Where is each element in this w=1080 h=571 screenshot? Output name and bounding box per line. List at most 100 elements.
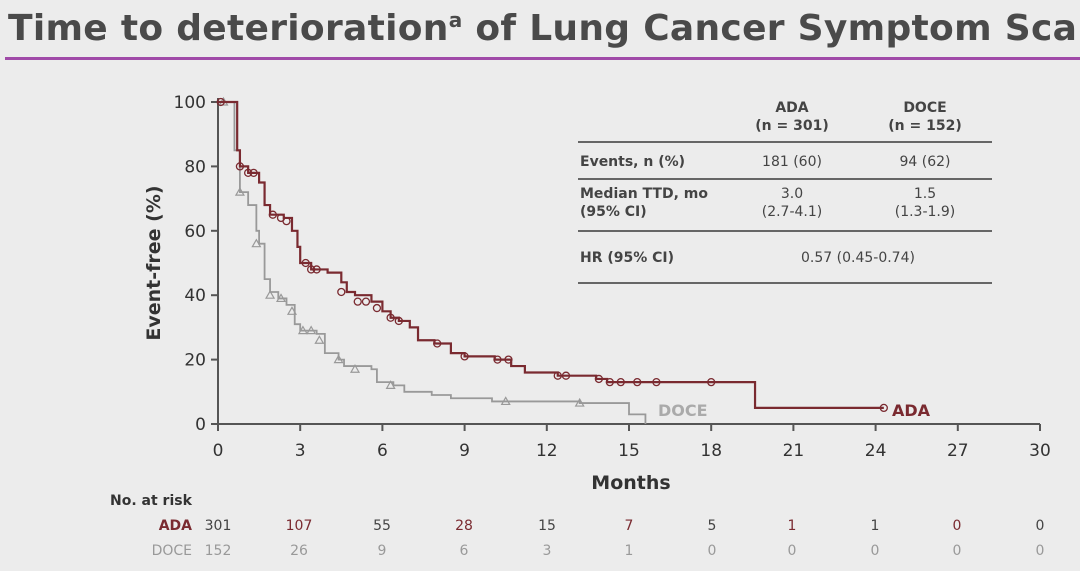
at-risk-ada-value: 0 <box>1036 518 1045 534</box>
x-tick-label: 24 <box>865 441 887 461</box>
censor-mark-ada <box>561 371 571 380</box>
table-cell-doce: 94 (62) <box>899 154 950 170</box>
censor-mark-doce <box>234 186 245 196</box>
censor-mark-ada <box>353 297 362 306</box>
censor-mark-ada <box>652 377 661 387</box>
table-row-label: HR (95% CI) <box>580 250 674 266</box>
at-risk-doce-value: 0 <box>953 543 962 559</box>
censor-mark-ada <box>307 265 316 274</box>
at-risk-ada-value: 301 <box>205 518 232 534</box>
at-risk-label-doce: DOCE <box>152 543 192 559</box>
censor-mark-ada <box>282 216 291 226</box>
censor-mark-doce <box>275 293 287 303</box>
x-axis-title: Months <box>591 472 670 494</box>
censor-mark-ada <box>372 303 382 313</box>
table-cell-doce: (1.3-1.9) <box>895 204 956 220</box>
at-risk-ada-value: 7 <box>625 518 634 534</box>
x-tick-label: 18 <box>700 441 722 461</box>
censor-mark-doce <box>265 289 276 299</box>
x-tick-label: 3 <box>295 441 306 461</box>
y-tick-label: 20 <box>184 351 206 371</box>
censor-mark-ada <box>460 352 469 361</box>
censor-mark-doce <box>385 380 396 389</box>
x-tick-label: 12 <box>536 441 558 461</box>
x-tick-label: 0 <box>213 441 224 461</box>
censor-mark-ada <box>594 374 604 384</box>
censor-mark-ada <box>707 377 716 387</box>
table-header-n: (n = 301) <box>755 118 828 134</box>
table-row-label: Events, n (%) <box>580 154 685 170</box>
title-rest: of Lung Cancer Symptom Scale <box>462 8 1080 49</box>
censor-mark-ada <box>216 97 225 107</box>
title-superscript: a <box>448 8 463 32</box>
censor-mark-ada <box>337 287 346 297</box>
table-hr-value: 0.57 (0.45-0.74) <box>801 250 915 266</box>
end-label-ada: ADA <box>892 401 931 420</box>
censor-mark-ada <box>553 371 562 380</box>
censor-mark-ada <box>301 258 310 268</box>
censor-mark-doce <box>574 397 585 407</box>
censor-mark-doce <box>297 325 308 335</box>
censor-mark-ada <box>249 168 258 177</box>
censor-mark-ada <box>633 377 642 387</box>
table-header-ada: ADA <box>775 100 808 116</box>
at-risk-title: No. at risk <box>110 493 193 509</box>
censor-mark-ada <box>493 355 502 364</box>
censor-mark-ada <box>616 377 625 387</box>
censor-mark-doce <box>314 335 325 344</box>
censor-mark-ada <box>386 313 395 322</box>
table-cell-doce: 1.5 <box>914 186 936 202</box>
at-risk-ada-value: 55 <box>373 518 391 534</box>
table-cell-ada: 3.0 <box>781 186 803 202</box>
y-tick-label: 0 <box>195 415 206 435</box>
table-row-label: (95% CI) <box>580 204 647 220</box>
censor-mark-doce <box>349 364 361 373</box>
title-divider <box>5 57 1080 60</box>
censor-mark-doce <box>500 396 511 406</box>
title-main: Time to deterioration <box>8 8 449 49</box>
at-risk-ada-value: 107 <box>286 518 313 534</box>
at-risk-doce-value: 0 <box>708 543 717 559</box>
at-risk-ada-value: 1 <box>871 518 880 534</box>
x-tick-label: 27 <box>947 441 969 461</box>
at-risk-label-ada: ADA <box>159 518 192 534</box>
censor-mark-doce <box>306 325 317 335</box>
at-risk-doce-value: 152 <box>205 543 232 559</box>
y-tick-label: 40 <box>184 286 206 306</box>
at-risk-ada-value: 28 <box>455 518 473 534</box>
censor-mark-ada <box>312 265 321 274</box>
km-curve-ada <box>218 100 884 409</box>
at-risk-doce-value: 9 <box>378 543 387 559</box>
at-risk-doce-value: 3 <box>543 543 552 559</box>
x-tick-label: 6 <box>377 441 388 461</box>
at-risk-doce-value: 0 <box>1036 543 1045 559</box>
censor-mark-doce <box>333 354 344 364</box>
end-label-doce: DOCE <box>658 401 708 420</box>
censor-mark-ada <box>504 355 513 364</box>
table-header-n: (n = 152) <box>888 118 961 134</box>
at-risk-ada-value: 0 <box>953 518 962 534</box>
at-risk-doce-value: 0 <box>871 543 880 559</box>
x-tick-label: 15 <box>618 441 640 461</box>
at-risk-doce-value: 0 <box>788 543 797 559</box>
at-risk-ada-value: 1 <box>788 518 797 534</box>
at-risk-ada-value: 15 <box>538 518 556 534</box>
km-curve-doce <box>218 101 647 424</box>
slide-title: Time to deteriorationa of Lung Cancer Sy… <box>8 8 1080 49</box>
at-risk-doce-value: 6 <box>460 543 469 559</box>
censor-mark-ada <box>268 210 277 219</box>
table-cell-ada: 181 (60) <box>762 154 822 170</box>
censor-mark-ada <box>243 168 253 177</box>
at-risk-doce-value: 1 <box>625 543 634 559</box>
x-tick-label: 30 <box>1029 441 1051 461</box>
y-tick-label: 60 <box>184 222 206 242</box>
y-tick-label: 100 <box>174 93 206 113</box>
x-tick-label: 21 <box>783 441 805 461</box>
censor-mark-doce <box>286 306 298 315</box>
censor-mark-doce <box>251 238 262 248</box>
censor-mark-ada <box>605 377 614 387</box>
at-risk-doce-value: 26 <box>290 543 308 559</box>
x-tick-label: 9 <box>459 441 470 461</box>
y-axis-title: Event-free (%) <box>143 185 165 340</box>
